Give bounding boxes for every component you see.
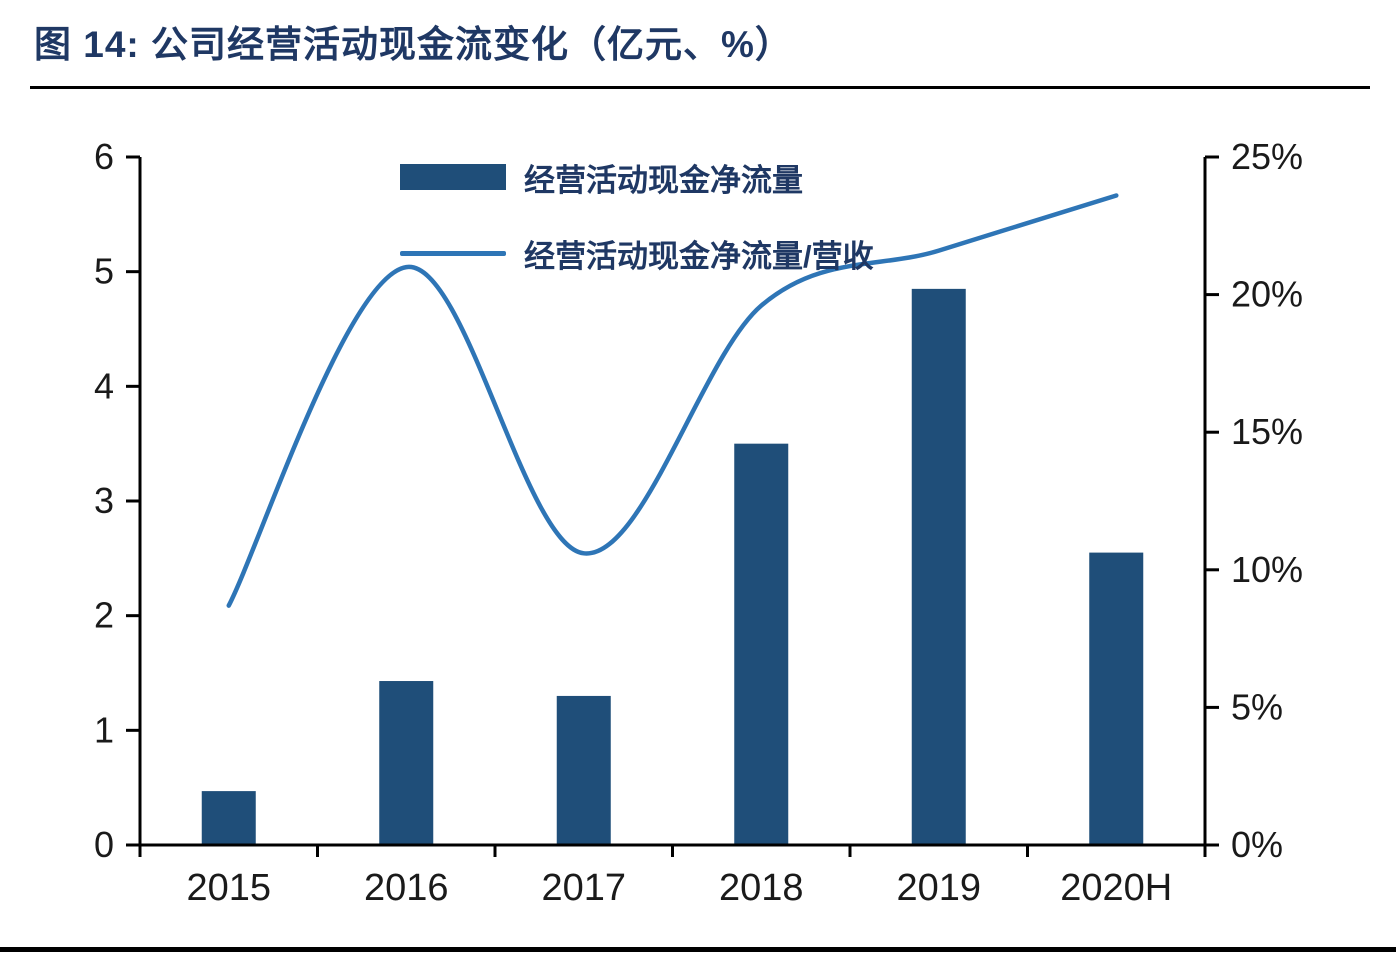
left-axis-label-2: 2 — [94, 595, 114, 636]
right-axis-label-15%: 15% — [1231, 411, 1303, 452]
bar-2018 — [734, 443, 789, 845]
legend-item-line: 经营活动现金净流量/营收 — [400, 236, 874, 274]
figure-header: 图 14: 公司经营活动现金流变化（亿元、%） — [0, 0, 1396, 68]
chart-area: 0 1 2 3 4 5 6 0% 5% 10% 15% 20% 25% 2015 2016 2017 2018 2… — [0, 90, 1396, 940]
x-axis-label-2020H: 2020H — [1060, 867, 1172, 909]
bottom-divider — [0, 947, 1396, 952]
left-axis-label-5: 5 — [94, 251, 114, 292]
bar-2016 — [379, 681, 434, 845]
line-series-swatch — [400, 250, 506, 256]
title-divider — [30, 86, 1370, 89]
left-axis-label-3: 3 — [94, 480, 114, 521]
x-axis-label-2018: 2018 — [719, 867, 804, 909]
left-axis-label-6: 6 — [94, 136, 114, 177]
bar-2015 — [201, 791, 256, 845]
left-axis-label-4: 4 — [94, 365, 114, 406]
legend-item-bar: 经营活动现金净流量 — [400, 160, 874, 198]
left-axis-label-1: 1 — [94, 709, 114, 750]
figure-title: 图 14: 公司经营活动现金流变化（亿元、%） — [34, 24, 793, 65]
legend: 经营活动现金净流量 经营活动现金净流量/营收 — [400, 160, 874, 312]
bar-series-swatch — [400, 164, 506, 190]
right-axis-label-5%: 5% — [1231, 686, 1283, 727]
x-axis-label-2016: 2016 — [364, 867, 449, 909]
right-axis-label-0%: 0% — [1231, 824, 1283, 865]
cashflow-chart: 0 1 2 3 4 5 6 0% 5% 10% 15% 20% 25% 2015 2016 2017 2018 2… — [94, 136, 1303, 909]
legend-label-bar: 经营活动现金净流量 — [524, 162, 803, 198]
ratio-line — [226, 193, 1119, 608]
bar-2017 — [556, 695, 611, 845]
legend-label-line: 经营活动现金净流量/营收 — [524, 238, 874, 274]
right-axis-label-10%: 10% — [1231, 549, 1303, 590]
left-axis-label-0: 0 — [94, 824, 114, 865]
right-axis-label-25%: 25% — [1231, 136, 1303, 177]
x-axis-label-2017: 2017 — [541, 867, 626, 909]
x-axis-label-2015: 2015 — [186, 867, 271, 909]
right-axis-label-20%: 20% — [1231, 274, 1303, 315]
bar-2020H — [1089, 552, 1144, 845]
bar-2019 — [911, 288, 966, 845]
x-axis-label-2019: 2019 — [896, 867, 981, 909]
